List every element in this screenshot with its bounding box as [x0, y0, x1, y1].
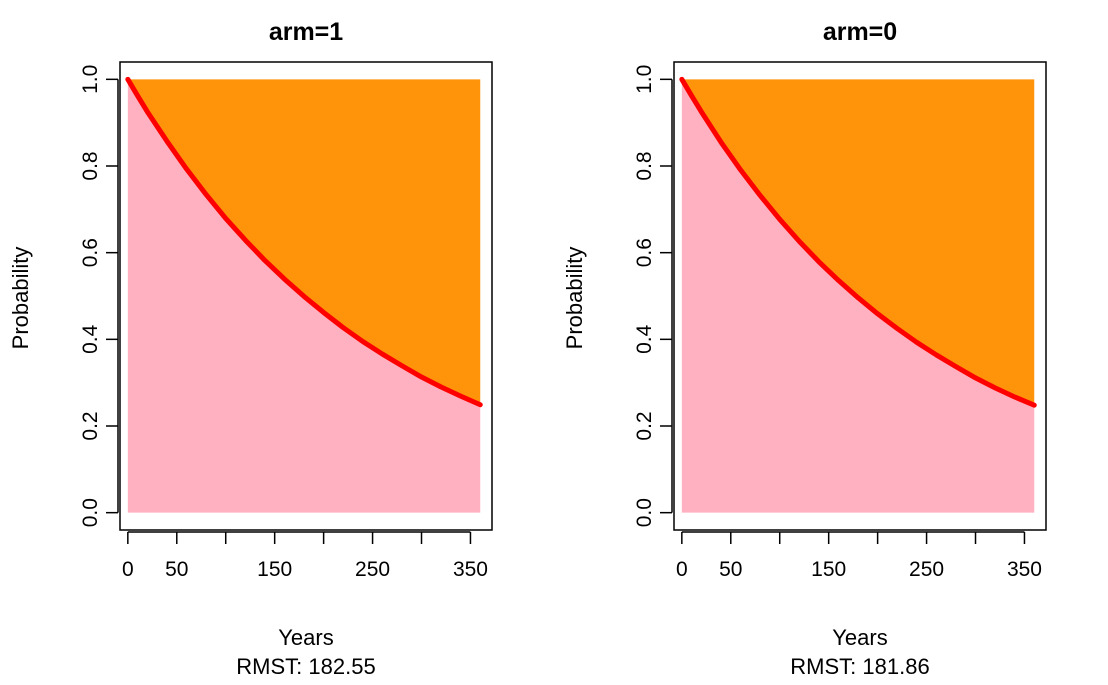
y-tick-label: 0.6: [79, 238, 102, 267]
y-tick-label: 0.4: [633, 324, 656, 354]
panel-title: arm=1: [269, 18, 343, 46]
y-tick-label: 0.2: [79, 411, 102, 440]
plot-frame: [673, 61, 1047, 531]
x-tick-label: 350: [453, 558, 488, 581]
x-tick-label: 250: [909, 558, 944, 581]
rmst-label: RMST: 182.55: [236, 654, 375, 679]
y-tick-label: 1.0: [633, 65, 656, 94]
x-tick-label: 150: [811, 558, 846, 581]
rmst-label: RMST: 181.86: [790, 654, 929, 679]
y-tick-label: 1.0: [79, 65, 102, 94]
area-above-curve: [127, 79, 481, 405]
y-axis-label: Probability: [562, 247, 587, 350]
x-tick-label: 50: [165, 558, 188, 581]
x-tick-label: 50: [719, 558, 742, 581]
area-under-curve: [681, 79, 1035, 513]
survival-curve: [679, 76, 1037, 408]
x-tick-label: 0: [676, 558, 688, 581]
survival-curve: [125, 76, 483, 408]
area-above-curve: [681, 79, 1035, 406]
y-tick-label: 0.0: [633, 498, 656, 527]
y-tick-label: 0.6: [633, 238, 656, 267]
panel-title: arm=0: [823, 18, 897, 46]
y-axis-label: Probability: [8, 247, 33, 350]
x-tick-label: 250: [355, 558, 390, 581]
area-under-curve: [127, 79, 481, 513]
plot-frame: [119, 61, 493, 531]
y-tick-label: 0.0: [79, 498, 102, 527]
y-tick-label: 0.4: [79, 324, 102, 354]
x-axis-label: Years: [832, 625, 887, 650]
x-axis-label: Years: [278, 625, 333, 650]
panel-arm-1: 0 50 150 250 350 0.0 0.2 0.4 0.6 0.8 1.0 arm=1 Yea…: [8, 18, 493, 679]
y-tick-label: 0.2: [633, 411, 656, 440]
x-tick-label: 150: [257, 558, 292, 581]
y-tick-label: 0.8: [79, 151, 102, 180]
panel-arm-0: 0 50 150 250 350 0.0 0.2 0.4 0.6 0.8 1.0 arm=0 Yea…: [562, 18, 1047, 679]
y-tick-label: 0.8: [633, 151, 656, 180]
x-tick-label: 350: [1007, 558, 1042, 581]
x-tick-label: 0: [122, 558, 134, 581]
